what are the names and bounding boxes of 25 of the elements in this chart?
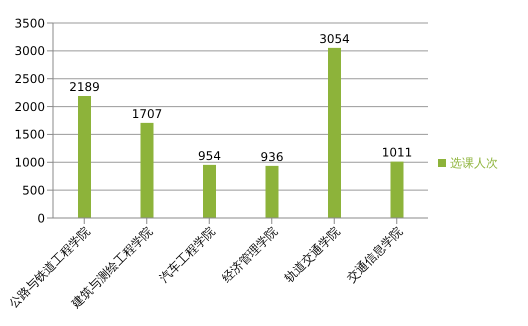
x-tick-label: 轨道交通学院 (282, 224, 342, 286)
bar (266, 166, 278, 218)
x-tick-label: 汽车工程学院 (156, 224, 218, 286)
bar (140, 122, 154, 218)
data-label: 2189 (69, 80, 100, 94)
x-tick-label: 经济管理学院 (219, 224, 280, 286)
y-tick-label: 3000 (14, 44, 45, 58)
data-label: 1707 (132, 106, 162, 121)
y-tick-label: 1000 (14, 156, 45, 170)
y-tick-label: 2000 (14, 100, 45, 114)
y-tick-label: 0 (37, 211, 45, 226)
y-tick-label: 3500 (14, 16, 45, 30)
y-tick-label: 1500 (14, 128, 45, 142)
legend-label: 选课人次 (450, 156, 498, 170)
data-label: 1011 (382, 146, 412, 160)
bar (203, 164, 216, 218)
y-tick-label: 500 (22, 183, 45, 198)
data-label: 3054 (319, 32, 350, 46)
bar (390, 162, 404, 218)
data-label: 954 (198, 148, 221, 163)
bar (328, 48, 341, 218)
x-tick-label: 交通信息学院 (344, 224, 405, 286)
y-tick-label: 2500 (14, 72, 45, 86)
bar (78, 96, 91, 218)
data-label: 936 (260, 150, 284, 164)
